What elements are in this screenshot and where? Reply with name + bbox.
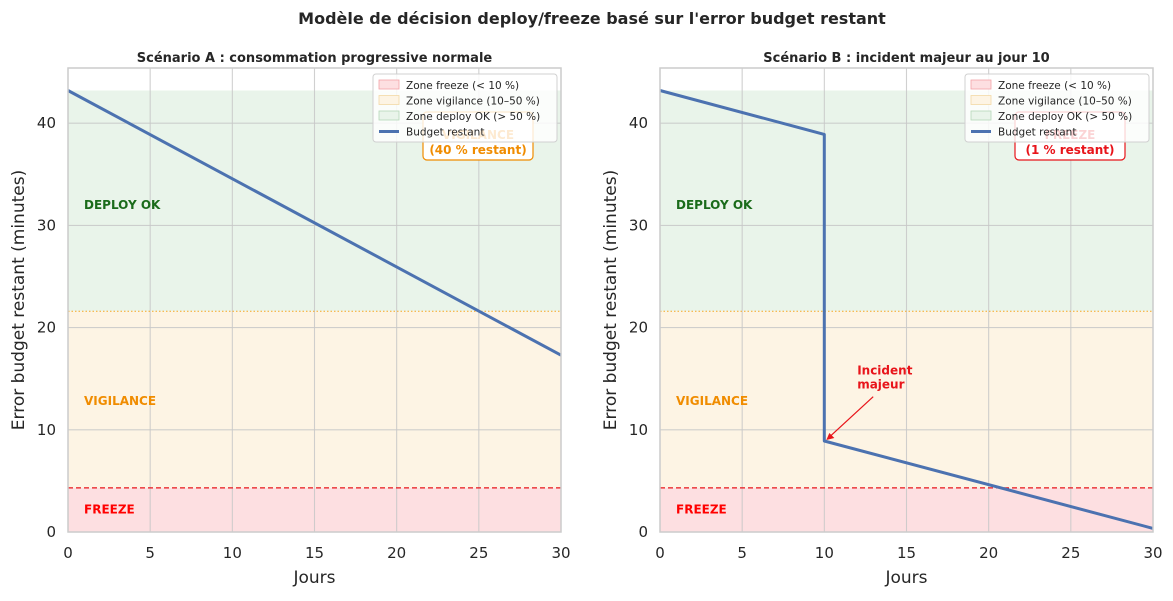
x-tick-label: 5	[145, 544, 155, 562]
plot-title: Scénario A : consommation progressive no…	[137, 51, 493, 66]
legend-entry: Zone freeze (< 10 %)	[998, 80, 1111, 92]
x-tick-label: 10	[223, 544, 242, 562]
legend-entry: Budget restant	[998, 127, 1076, 139]
y-tick-label: 10	[37, 421, 56, 439]
legend-box	[964, 73, 1150, 143]
y-tick-label: 40	[37, 114, 56, 132]
y-tick-label: 10	[629, 421, 648, 439]
annotation-arrow	[828, 396, 874, 438]
series-line-budget-restant	[67, 89, 562, 357]
zone-label-deploy: DEPLOY OK	[84, 198, 161, 212]
legend-swatch-deploy	[970, 110, 992, 121]
x-tick-label: 20	[387, 544, 406, 562]
y-tick-label: 20	[37, 319, 56, 337]
x-tick-label: 25	[469, 544, 488, 562]
y-tick-label: 0	[638, 523, 648, 541]
x-tick-label: 15	[305, 544, 324, 562]
annotation-arrowhead	[826, 433, 835, 441]
legend-swatch-deploy	[378, 110, 400, 121]
legend-entry: Budget restant	[406, 127, 484, 139]
annotation-line-2: majeur	[857, 378, 904, 392]
plot-a: DEPLOY OKVIGILANCEFREEZEVIGILANCE(40 % r…	[9, 51, 571, 588]
y-axis-label: Error budget restant (minutes)	[601, 170, 621, 430]
x-axis-label: Jours	[884, 568, 927, 588]
status-box-detail: (1 % restant)	[1025, 143, 1114, 157]
legend-entry: Zone vigilance (10–50 %)	[406, 96, 540, 108]
y-axis-label: Error budget restant (minutes)	[9, 170, 29, 430]
zone-label-vigilance: VIGILANCE	[676, 394, 748, 408]
zone-label-vigilance: VIGILANCE	[84, 394, 156, 408]
y-tick-label: 30	[37, 216, 56, 234]
y-tick-label: 30	[629, 216, 648, 234]
legend-entry: Zone vigilance (10–50 %)	[998, 96, 1132, 108]
x-tick-label: 30	[551, 544, 570, 562]
plot-title: Scénario B : incident majeur au jour 10	[763, 51, 1049, 66]
legend-entry: Zone deploy OK (> 50 %)	[406, 111, 540, 123]
plot-frame	[659, 67, 1154, 533]
zone-label-freeze: FREEZE	[676, 503, 727, 517]
series-line-budget-restant	[659, 89, 1154, 530]
y-tick-label: 0	[46, 523, 56, 541]
legend-swatch-freeze	[378, 79, 400, 90]
figure-title: Modèle de décision deploy/freeze basé su…	[298, 9, 886, 28]
annotation-line-1: Incident	[857, 364, 913, 378]
legend-entry: Zone freeze (< 10 %)	[406, 80, 519, 92]
x-tick-label: 0	[655, 544, 665, 562]
x-tick-label: 15	[897, 544, 916, 562]
x-axis-label: Jours	[292, 568, 335, 588]
status-box-detail: (40 % restant)	[429, 143, 526, 157]
x-tick-label: 5	[737, 544, 747, 562]
legend-swatch-vigilance	[970, 95, 992, 105]
x-tick-label: 20	[979, 544, 998, 562]
plot-b: DEPLOY OKVIGILANCEFREEZEFREEZE(1 % resta…	[601, 51, 1163, 588]
legend-swatch-vigilance	[378, 95, 400, 105]
x-tick-label: 30	[1143, 544, 1162, 562]
legend-box	[372, 73, 558, 143]
zone-label-freeze: FREEZE	[84, 503, 135, 517]
legend-swatch-freeze	[970, 79, 992, 90]
zone-label-deploy: DEPLOY OK	[676, 198, 753, 212]
y-tick-label: 20	[629, 319, 648, 337]
legend-entry: Zone deploy OK (> 50 %)	[998, 111, 1132, 123]
x-tick-label: 10	[815, 544, 834, 562]
x-tick-label: 0	[63, 544, 73, 562]
plot-frame	[67, 67, 562, 533]
x-tick-label: 25	[1061, 544, 1080, 562]
y-tick-label: 40	[629, 114, 648, 132]
